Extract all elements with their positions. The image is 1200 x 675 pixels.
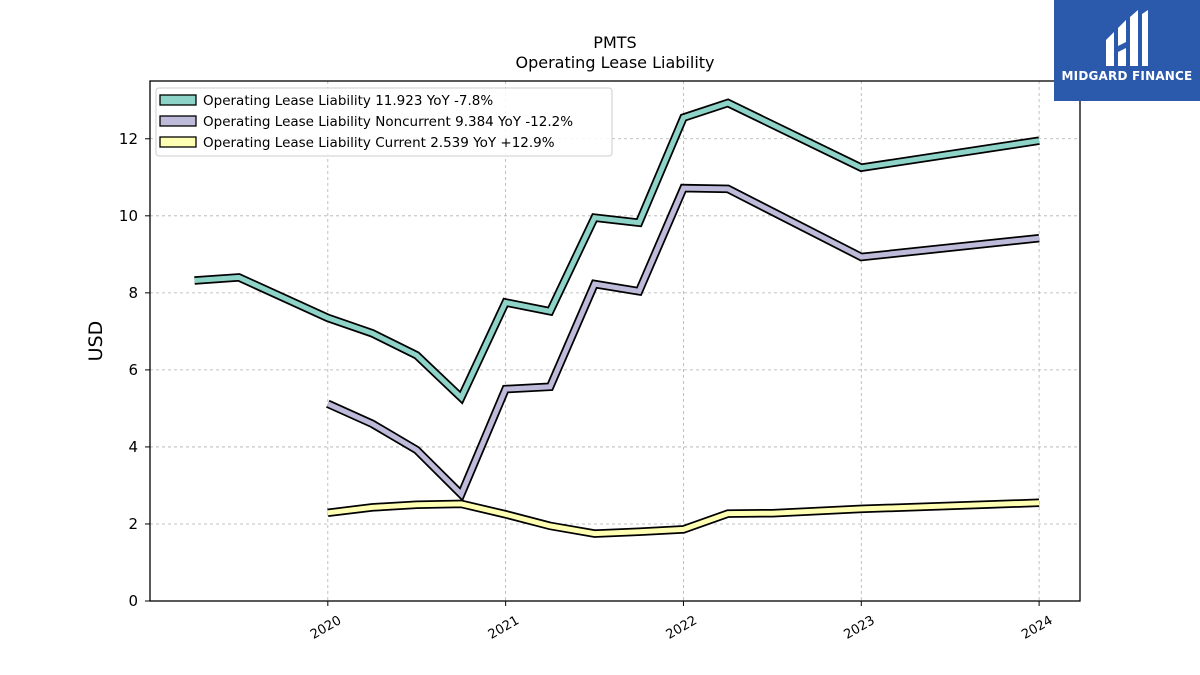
y-tick-label: 2 xyxy=(128,515,138,533)
y-tick-label: 8 xyxy=(128,284,138,302)
series-0 xyxy=(194,98,1040,405)
legend: Operating Lease Liability 11.923 YoY -7.… xyxy=(155,87,613,157)
series-2 xyxy=(327,498,1040,538)
series-layer xyxy=(194,98,1040,538)
x-tick-label: 2020 xyxy=(308,613,344,643)
legend-item: Operating Lease Liability Current 2.539 … xyxy=(159,135,555,151)
legend-label: Operating Lease Liability Noncurrent 9.3… xyxy=(203,114,573,130)
legend-swatch xyxy=(159,136,197,148)
logo-mark-icon xyxy=(1106,10,1148,66)
grid-layer xyxy=(150,81,1080,601)
legend-label: Operating Lease Liability 11.923 YoY -7.… xyxy=(203,93,493,109)
tick-layer: 0 2 4 6 8 10 12 2020 2021 2022 2023 2024 xyxy=(119,130,1056,643)
y-tick-label: 4 xyxy=(128,438,138,456)
y-tick-label: 10 xyxy=(119,207,138,225)
y-tick-label: 0 xyxy=(128,592,138,610)
legend-item: Operating Lease Liability Noncurrent 9.3… xyxy=(159,114,573,130)
series-line xyxy=(326,185,1040,499)
x-tick-label: 2023 xyxy=(841,613,877,643)
chart-subtitle: Operating Lease Liability xyxy=(515,53,714,72)
series-line xyxy=(327,500,1040,537)
x-tick-label: 2022 xyxy=(664,613,700,643)
y-axis-label: USD xyxy=(85,321,107,362)
series-line xyxy=(194,100,1040,402)
y-tick-label: 6 xyxy=(128,361,138,379)
series-1 xyxy=(326,183,1040,502)
legend-box xyxy=(155,87,613,157)
x-tick-label: 2024 xyxy=(1019,613,1055,643)
plot-frame xyxy=(149,80,1081,602)
legend-swatch xyxy=(159,94,197,106)
x-tick-label: 2021 xyxy=(486,613,522,643)
chart-title: PMTS xyxy=(593,33,636,52)
legend-label: Operating Lease Liability Current 2.539 … xyxy=(203,135,555,151)
y-tick-label: 12 xyxy=(119,130,138,148)
logo-text: MIDGARD FINANCE xyxy=(1061,69,1193,83)
legend-swatch xyxy=(159,115,197,127)
legend-item: Operating Lease Liability 11.923 YoY -7.… xyxy=(159,93,493,109)
brand-logo: MIDGARD FINANCE xyxy=(1054,0,1200,101)
